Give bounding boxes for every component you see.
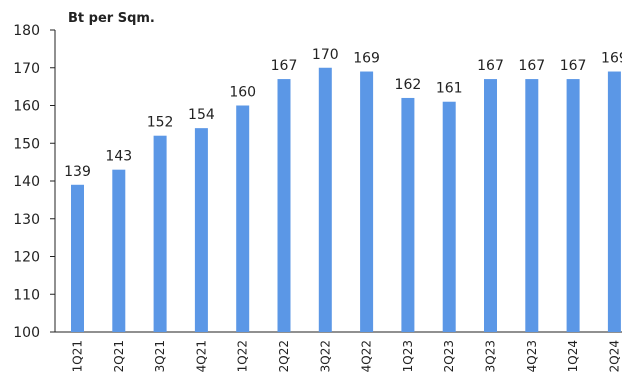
y-tick-label: 120 xyxy=(13,250,40,266)
bar-4Q21 xyxy=(194,128,208,332)
data-label: 139 xyxy=(64,164,91,180)
y-tick-label: 100 xyxy=(13,325,40,341)
x-tick-label: 2Q24 xyxy=(607,340,621,372)
data-label: 160 xyxy=(229,85,256,101)
bar-2Q24 xyxy=(607,71,621,333)
x-tick-label: 3Q23 xyxy=(484,340,498,372)
x-tick-label: 1Q23 xyxy=(401,340,415,372)
data-label: 167 xyxy=(518,58,545,74)
bar-1Q23 xyxy=(401,97,415,332)
data-label: 169 xyxy=(601,51,622,67)
bar-4Q22 xyxy=(360,71,374,333)
x-tick-label: 2Q21 xyxy=(112,340,126,372)
data-label: 167 xyxy=(477,58,504,74)
bar-1Q22 xyxy=(236,105,250,332)
y-tick-label: 160 xyxy=(13,99,40,115)
x-tick-label: 1Q21 xyxy=(71,340,85,372)
bar-3Q21 xyxy=(153,135,167,332)
y-tick-label: 130 xyxy=(13,212,40,228)
y-tick-label: 150 xyxy=(13,136,40,152)
bar-2Q23 xyxy=(442,101,456,332)
bar-1Q21 xyxy=(71,184,84,332)
x-tick-label: 2Q22 xyxy=(277,340,291,372)
y-tick-label: 170 xyxy=(13,61,40,77)
x-tick-label: 1Q22 xyxy=(236,340,250,372)
y-axis-ticks: 100 110 120 130 140 150 160 170 180 xyxy=(13,23,55,341)
y-tick-label: 140 xyxy=(13,174,40,190)
bar-1Q24 xyxy=(566,79,580,332)
bar-2Q22 xyxy=(277,79,291,332)
bar-4Q23 xyxy=(525,79,539,332)
data-label: 170 xyxy=(312,47,339,63)
x-tick-label: 3Q22 xyxy=(318,340,332,372)
bars xyxy=(71,67,621,333)
x-tick-label: 2Q23 xyxy=(442,340,456,372)
x-tick-label: 4Q23 xyxy=(525,340,539,372)
data-label: 152 xyxy=(147,115,174,131)
data-label: 169 xyxy=(353,51,380,67)
data-label: 161 xyxy=(436,81,463,97)
data-label: 162 xyxy=(395,77,422,93)
x-tick-label: 1Q24 xyxy=(566,340,580,372)
x-tick-label: 3Q21 xyxy=(153,340,167,372)
bar-2Q21 xyxy=(112,169,126,332)
x-tick-label: 4Q21 xyxy=(194,340,208,372)
bar-3Q23 xyxy=(484,79,497,332)
y-tick-label: 110 xyxy=(13,287,40,303)
data-label: 143 xyxy=(105,149,132,165)
data-label: 167 xyxy=(271,58,298,74)
data-label: 154 xyxy=(188,107,215,123)
bar-3Q22 xyxy=(318,67,332,332)
data-labels: 139 143 152 154 160 167 170 169 162 161 167 167 167 1… xyxy=(64,47,622,180)
x-tick-label: 4Q22 xyxy=(360,340,374,372)
data-label: 167 xyxy=(560,58,587,74)
y-tick-label: 180 xyxy=(13,23,40,39)
x-axis-ticks: 1Q21 2Q21 3Q21 4Q21 1Q22 2Q22 3Q22 4Q22 1Q23 2Q23… xyxy=(71,340,622,372)
y-axis-label: Bt per Sqm. xyxy=(68,11,155,26)
